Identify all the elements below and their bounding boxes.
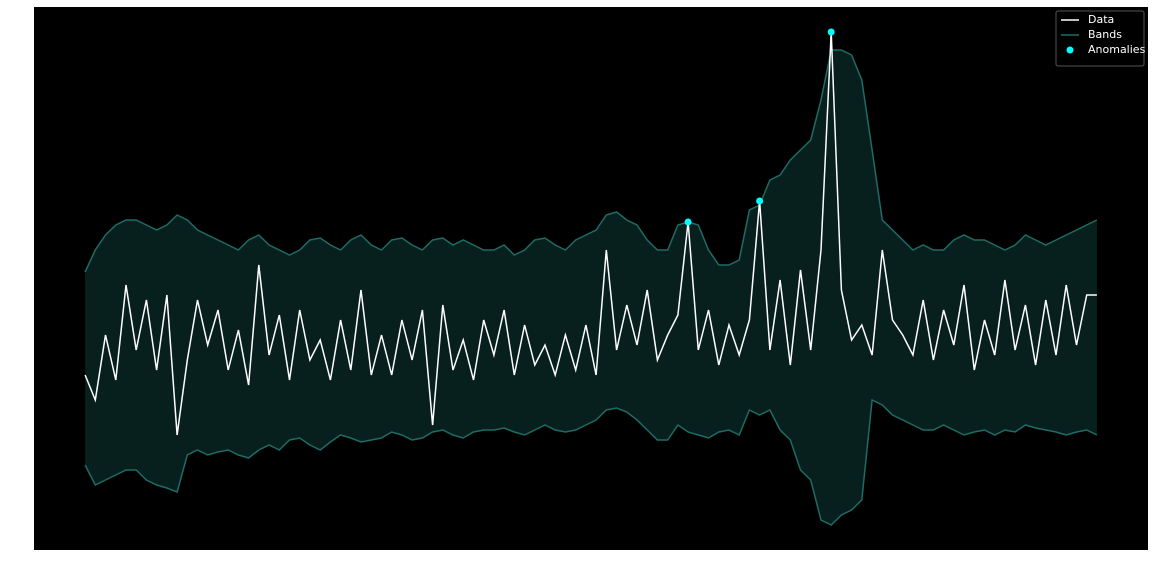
legend-label: Anomalies [1088, 43, 1146, 56]
legend: Data Bands Anomalies [1055, 10, 1146, 67]
anomaly-point [684, 218, 692, 226]
anomaly-point [827, 28, 835, 36]
legend-box [1055, 10, 1145, 67]
band-lower [84, 398, 1098, 526]
data-line [84, 31, 1097, 436]
legend-marker [1066, 46, 1074, 54]
band-fill [85, 50, 1097, 525]
legend-label: Bands [1088, 28, 1122, 41]
band-upper [84, 49, 1098, 273]
legend-label: Data [1088, 13, 1114, 26]
anomaly-point [756, 197, 764, 205]
